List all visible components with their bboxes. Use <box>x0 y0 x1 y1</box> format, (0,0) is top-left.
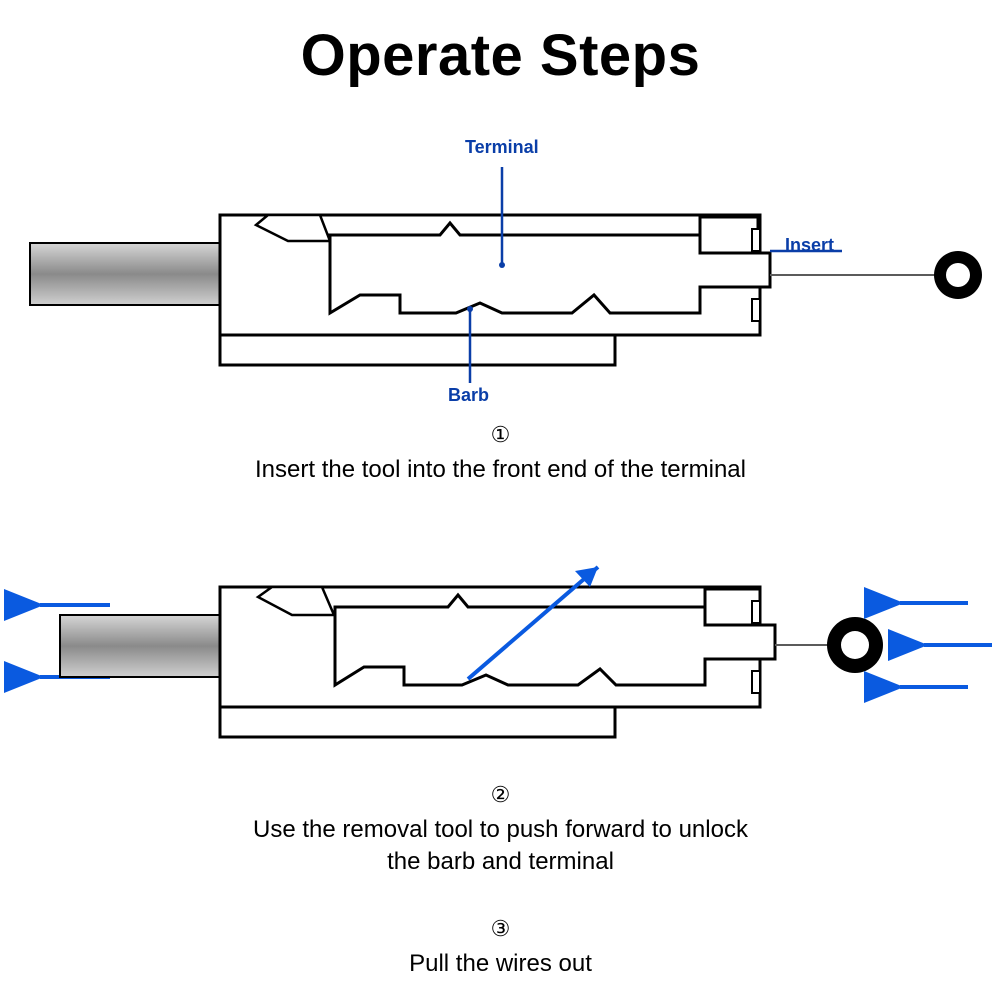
page-title: Operate Steps <box>0 22 1001 89</box>
figure-step-1: Terminal Barb Insert <box>0 135 1001 415</box>
label-insert: Insert <box>785 235 834 256</box>
right-slot-2 <box>752 299 760 321</box>
step-3-caption: Pull the wires out <box>0 948 1001 980</box>
bottom-rail <box>220 335 615 365</box>
step-2-caption: Use the removal tool to push forward to … <box>0 814 1001 879</box>
tool-ring-inner-2 <box>841 631 869 659</box>
label-terminal: Terminal <box>465 137 539 158</box>
bottom-rail-2 <box>220 707 615 737</box>
tool-ring-inner <box>946 263 970 287</box>
right-slot-2b <box>752 671 760 693</box>
right-slot-1b <box>752 601 760 623</box>
step-1-caption: Insert the tool into the front end of th… <box>0 454 1001 486</box>
step-3-number: ③ <box>0 916 1001 942</box>
label-barb: Barb <box>448 385 489 406</box>
right-slot-1 <box>752 229 760 251</box>
step-2-number: ② <box>0 782 1001 808</box>
step-1-number: ① <box>0 422 1001 448</box>
figure-step-2 <box>0 545 1001 775</box>
